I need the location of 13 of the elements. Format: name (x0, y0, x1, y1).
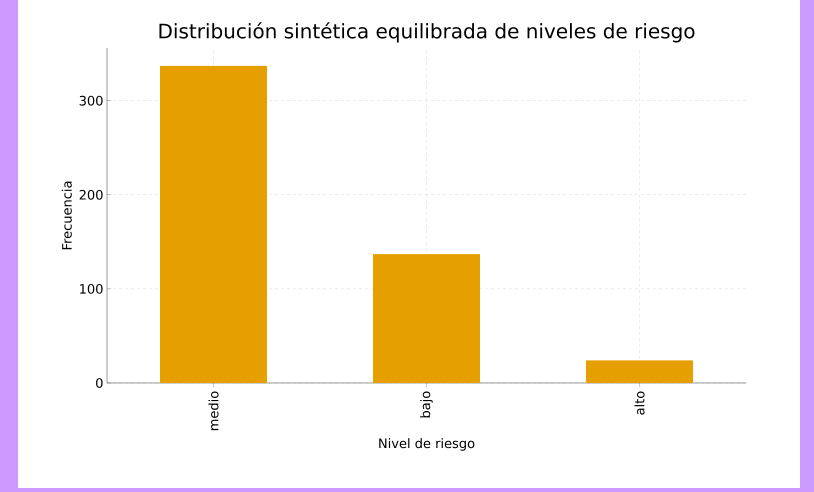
y-axis-title: Frecuencia (62, 182, 72, 250)
x-tick-label: bajo (420, 391, 433, 418)
bar (586, 360, 693, 383)
y-tick-label: 100 (80, 284, 103, 294)
x-tick-label: alto (634, 391, 645, 415)
y-tick-label: 300 (80, 96, 103, 106)
x-tick-label: medio (208, 391, 219, 430)
bar (373, 254, 480, 383)
y-tick-label: 0 (96, 378, 103, 388)
x-axis-title: Nivel de riesgo (379, 438, 474, 451)
bar (160, 66, 268, 383)
chart-title: Distribución sintética equilibrada de niveles de riesgo (159, 22, 694, 42)
y-tick-label: 200 (80, 190, 103, 200)
